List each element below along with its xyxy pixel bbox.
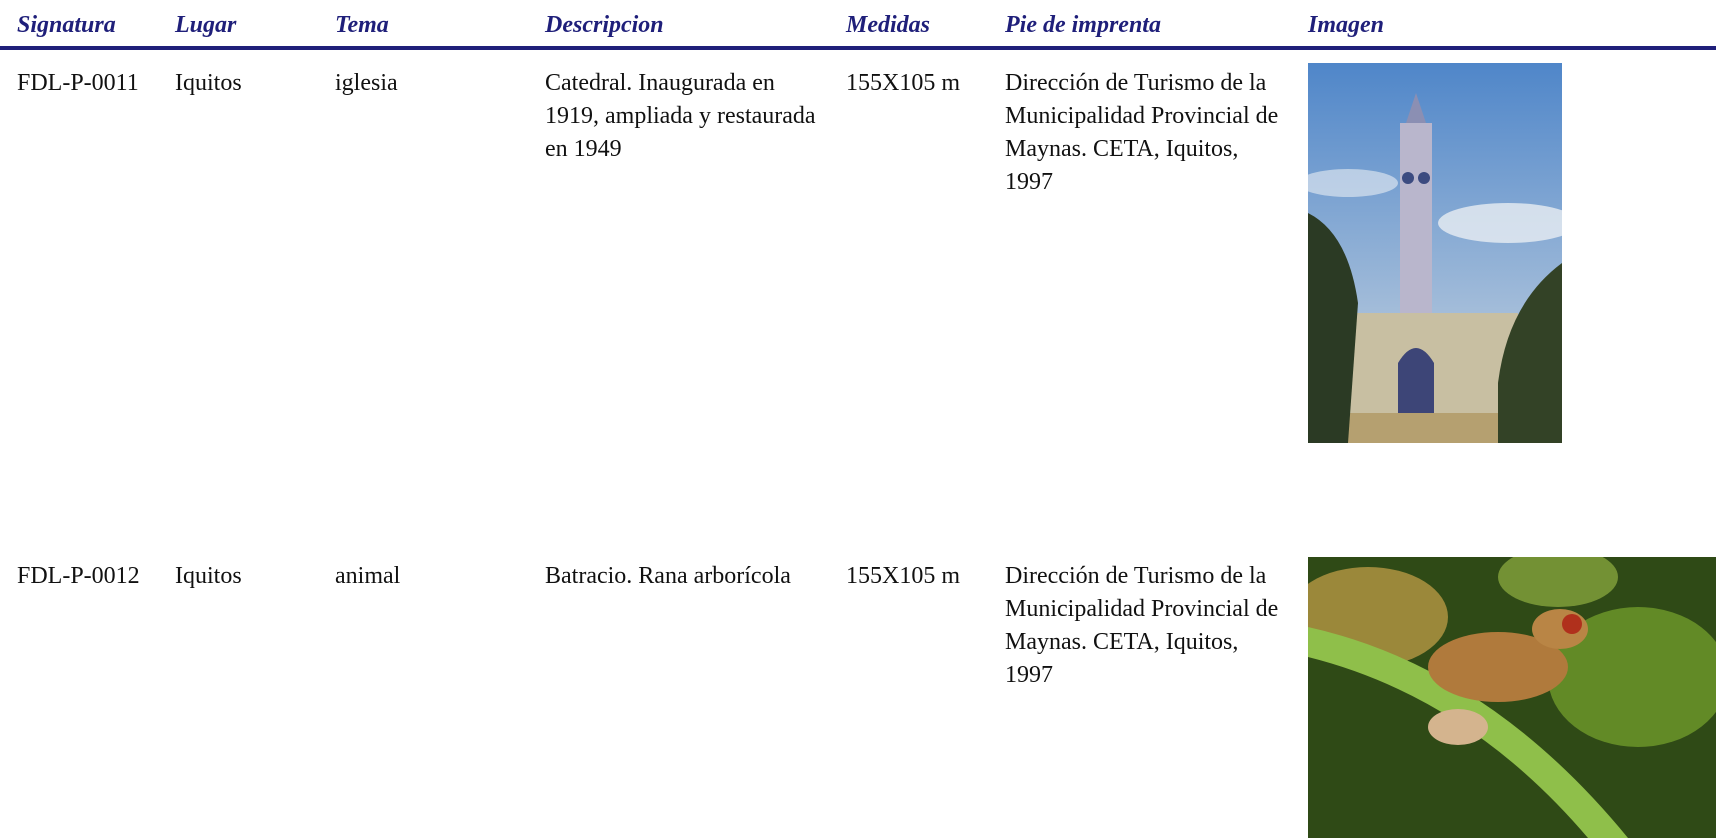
column-header: Lugar bbox=[175, 12, 237, 38]
lugar-cell: Iquitos bbox=[175, 70, 242, 96]
column-header: Signatura bbox=[17, 12, 116, 38]
signatura-cell: FDL-P-0012 bbox=[17, 563, 140, 589]
medidas-cell: 155X105 m bbox=[846, 563, 960, 589]
column-header: Imagen bbox=[1308, 12, 1385, 38]
header-rule bbox=[0, 46, 1716, 50]
column-header: Tema bbox=[335, 12, 389, 38]
signatura-cell: FDL-P-0011 bbox=[17, 70, 139, 96]
church-image bbox=[1308, 63, 1562, 443]
lugar-cell: Iquitos bbox=[175, 563, 242, 589]
pie-de-imprenta-cell: Dirección de Turismo de la Municipalidad… bbox=[1005, 70, 1279, 195]
tema-cell: iglesia bbox=[335, 70, 398, 96]
descripcion-cell: Batracio. Rana arborícola bbox=[545, 563, 791, 589]
pie-de-imprenta-cell: Dirección de Turismo de la Municipalidad… bbox=[1005, 563, 1279, 688]
column-header: Medidas bbox=[846, 12, 930, 38]
medidas-cell: 155X105 m bbox=[846, 70, 960, 96]
tema-cell: animal bbox=[335, 563, 401, 589]
column-header: Descripcion bbox=[545, 12, 664, 38]
descripcion-cell: Catedral. Inaugurada en 1919, ampliada y… bbox=[545, 70, 816, 162]
frog-image bbox=[1308, 557, 1716, 838]
column-header: Pie de imprenta bbox=[1005, 12, 1161, 38]
